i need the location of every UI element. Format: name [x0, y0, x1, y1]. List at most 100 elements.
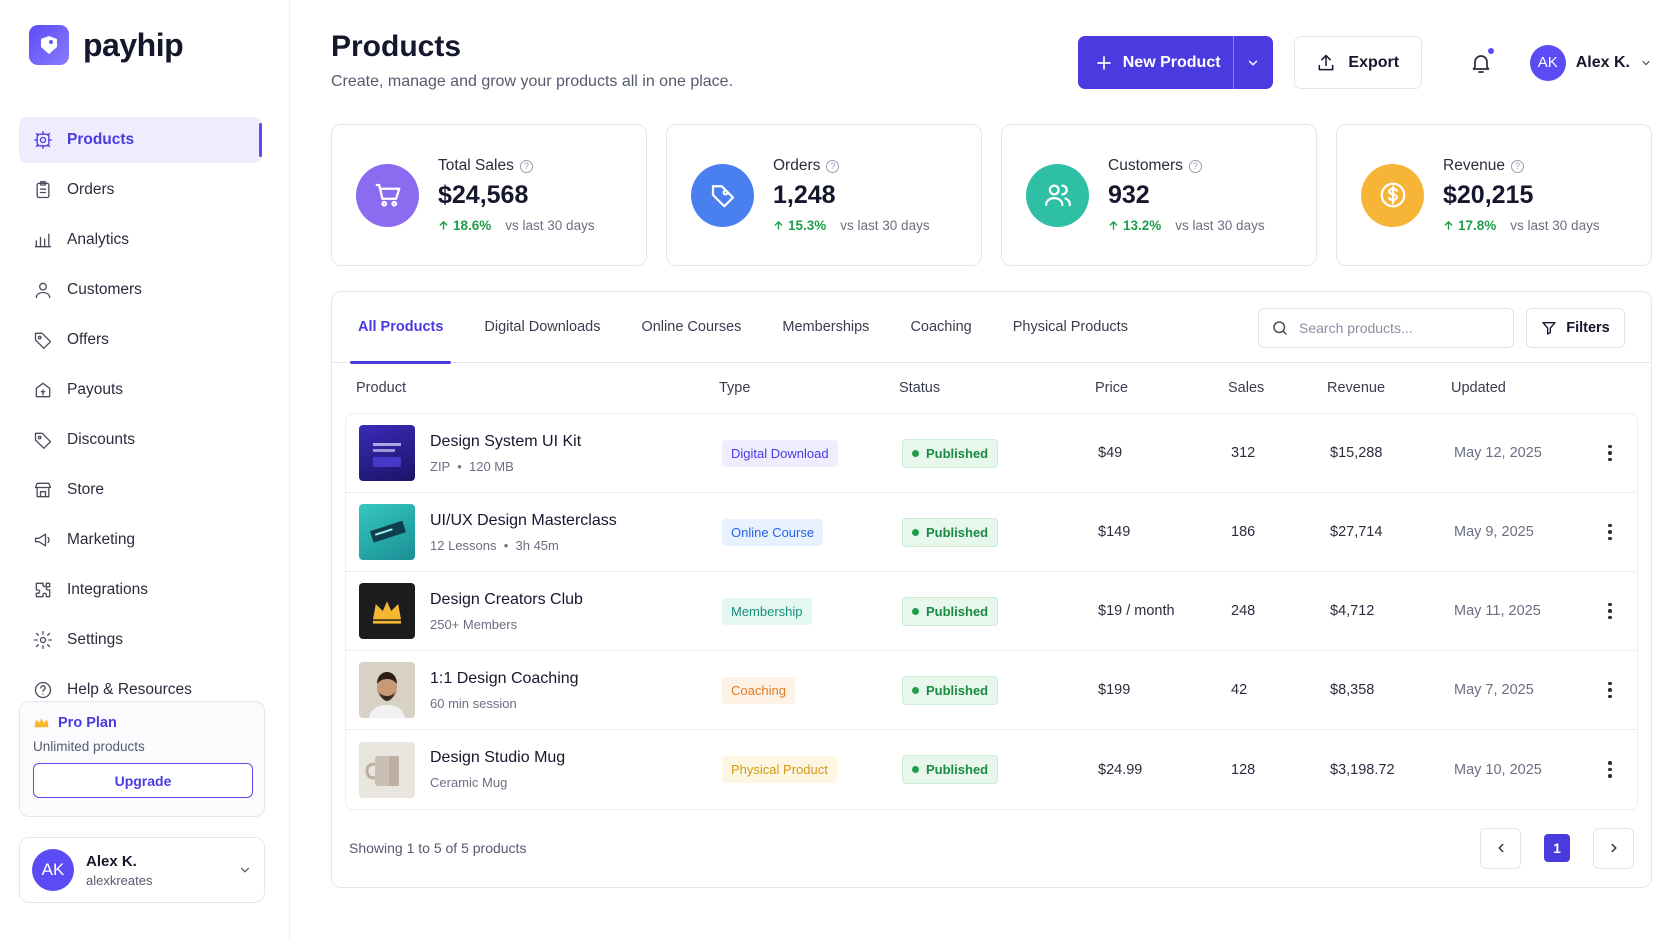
new-product-dropdown[interactable]	[1232, 36, 1273, 89]
tab-coaching[interactable]: Coaching	[910, 319, 972, 335]
product-name[interactable]: Design System UI Kit	[430, 432, 582, 450]
product-revenue: $3,198.72	[1330, 761, 1395, 778]
sidebar-item-label: Offers	[67, 331, 109, 348]
bell-icon	[1472, 54, 1490, 73]
payout-icon	[35, 382, 51, 398]
page-number-button[interactable]: 1	[1544, 834, 1570, 862]
info-icon[interactable]: ?	[1511, 159, 1525, 173]
column-header-sales[interactable]: Sales	[1228, 380, 1265, 396]
product-thumbnail	[359, 741, 415, 798]
table-row[interactable]: 1:1 Design Coaching 60 min session Coach…	[346, 651, 1637, 730]
info-icon[interactable]: ?	[519, 159, 533, 173]
crown-icon	[34, 718, 49, 728]
more-actions-icon[interactable]	[1598, 441, 1622, 465]
product-name[interactable]: UI/UX Design Masterclass	[430, 511, 617, 529]
column-header-revenue[interactable]: Revenue	[1327, 380, 1386, 396]
megaphone-icon	[34, 533, 50, 547]
column-header-product[interactable]: Product	[356, 380, 406, 396]
user-handle: alexkreates	[86, 872, 153, 888]
product-sales: 186	[1231, 524, 1256, 540]
product-meta: 250+ Members	[430, 616, 518, 632]
stat-card-total-sales: Total Sales? $24,568 18.6% vs last 30 day…	[331, 124, 647, 266]
column-header-price[interactable]: Price	[1095, 380, 1129, 396]
search-input[interactable]	[1299, 320, 1499, 336]
type-badge: Online Course	[722, 518, 824, 546]
table-row[interactable]: UI/UX Design Masterclass 12 Lessons • 3h…	[346, 493, 1637, 572]
stat-value: $24,568	[438, 181, 529, 209]
chevron-left-icon	[1497, 843, 1503, 853]
product-name[interactable]: Design Studio Mug	[430, 749, 566, 766]
sidebar-item-customers[interactable]: Customers	[19, 267, 262, 313]
box-icon	[34, 131, 52, 149]
stat-note: vs last 30 days	[505, 218, 595, 233]
new-product-button[interactable]: New Product	[1077, 36, 1273, 89]
sidebar-item-store[interactable]: Store	[19, 467, 262, 513]
stat-label: Revenue	[1443, 157, 1506, 174]
sidebar-item-marketing[interactable]: Marketing	[19, 517, 262, 563]
sidebar-item-label: Settings	[67, 631, 124, 648]
stat-label: Customers	[1108, 157, 1183, 174]
product-updated: May 11, 2025	[1454, 603, 1541, 619]
tab-online-courses[interactable]: Online Courses	[641, 319, 742, 335]
table-body: Design System UI Kit ZIP • 120 MB Digita…	[345, 413, 1638, 810]
more-actions-icon[interactable]	[1598, 758, 1622, 782]
clipboard-icon	[36, 181, 50, 199]
sidebar-item-label: Payouts	[67, 381, 124, 398]
sidebar-item-discounts[interactable]: Discounts	[19, 417, 262, 463]
product-revenue: $27,714	[1330, 524, 1383, 540]
stats-row: Total Sales? $24,568 18.6% vs last 30 day…	[331, 124, 1652, 266]
table-row[interactable]: Design System UI Kit ZIP • 120 MB Digita…	[346, 414, 1637, 493]
export-button[interactable]: Export	[1293, 36, 1422, 89]
tab-digital-downloads[interactable]: Digital Downloads	[484, 319, 601, 335]
next-page-button[interactable]	[1593, 827, 1634, 869]
info-icon[interactable]: ?	[826, 159, 840, 173]
tab-physical-products[interactable]: Physical Products	[1012, 319, 1128, 335]
product-price: $149	[1098, 524, 1131, 540]
new-product-main[interactable]: New Product	[1078, 54, 1233, 72]
notifications-button[interactable]	[1461, 43, 1501, 83]
cart-icon	[375, 183, 400, 207]
sidebar-item-label: Help & Resources	[67, 681, 192, 698]
chevron-down-icon[interactable]	[238, 863, 252, 877]
search-icon	[1273, 321, 1287, 335]
info-icon[interactable]: ?	[1188, 159, 1202, 173]
product-name[interactable]: 1:1 Design Coaching	[430, 669, 579, 687]
sidebar-user-card[interactable]: AK Alex K. alexkreates	[19, 837, 265, 903]
stat-card-customers: Customers? 932 13.2% vs last 30 days	[1001, 124, 1317, 266]
upgrade-button[interactable]: Upgrade	[33, 763, 253, 798]
prev-page-button[interactable]	[1480, 827, 1521, 869]
product-updated: May 12, 2025	[1454, 445, 1542, 461]
sidebar-item-help[interactable]: Help & Resources	[19, 667, 262, 713]
more-actions-icon[interactable]	[1598, 520, 1622, 544]
sidebar-item-analytics[interactable]: Analytics	[19, 217, 262, 263]
table-row[interactable]: Design Creators Club 250+ Members Member…	[346, 572, 1637, 651]
brand[interactable]: payhip	[29, 22, 262, 68]
product-name[interactable]: Design Creators Club	[430, 590, 583, 608]
table-row[interactable]: Design Studio Mug Ceramic Mug Physical P…	[346, 730, 1637, 809]
sidebar-item-settings[interactable]: Settings	[19, 617, 262, 663]
column-header-status[interactable]: Status	[899, 380, 941, 396]
avatar: AK	[32, 849, 74, 891]
payhip-logo-icon	[29, 25, 69, 65]
bar-chart-icon	[34, 233, 52, 248]
stat-trend: 13.2%	[1123, 218, 1162, 233]
sidebar-item-integrations[interactable]: Integrations	[19, 567, 262, 613]
header-user-menu[interactable]: AK Alex K.	[1529, 44, 1652, 81]
tab-memberships[interactable]: Memberships	[782, 319, 870, 335]
stat-icon-bg	[356, 163, 419, 227]
stat-icon-bg	[1026, 163, 1089, 227]
column-header-type[interactable]: Type	[719, 380, 751, 396]
sidebar-item-payouts[interactable]: Payouts	[19, 367, 262, 413]
sidebar-item-products[interactable]: Products	[19, 117, 262, 163]
column-header-updated[interactable]: Updated	[1451, 380, 1506, 396]
type-badge: Physical Product	[722, 756, 837, 783]
stat-card-revenue: Revenue? $20,215 17.8% vs last 30 days	[1336, 124, 1652, 266]
more-actions-icon[interactable]	[1598, 678, 1622, 702]
sidebar-item-orders[interactable]: Orders	[19, 167, 262, 213]
more-actions-icon[interactable]	[1598, 599, 1622, 623]
filter-icon	[1542, 322, 1556, 335]
tab-all-products[interactable]: All Products	[349, 292, 452, 364]
sidebar-item-offers[interactable]: Offers	[19, 317, 262, 363]
filters-button[interactable]: Filters	[1526, 308, 1625, 348]
status-badge: Published	[902, 596, 999, 626]
